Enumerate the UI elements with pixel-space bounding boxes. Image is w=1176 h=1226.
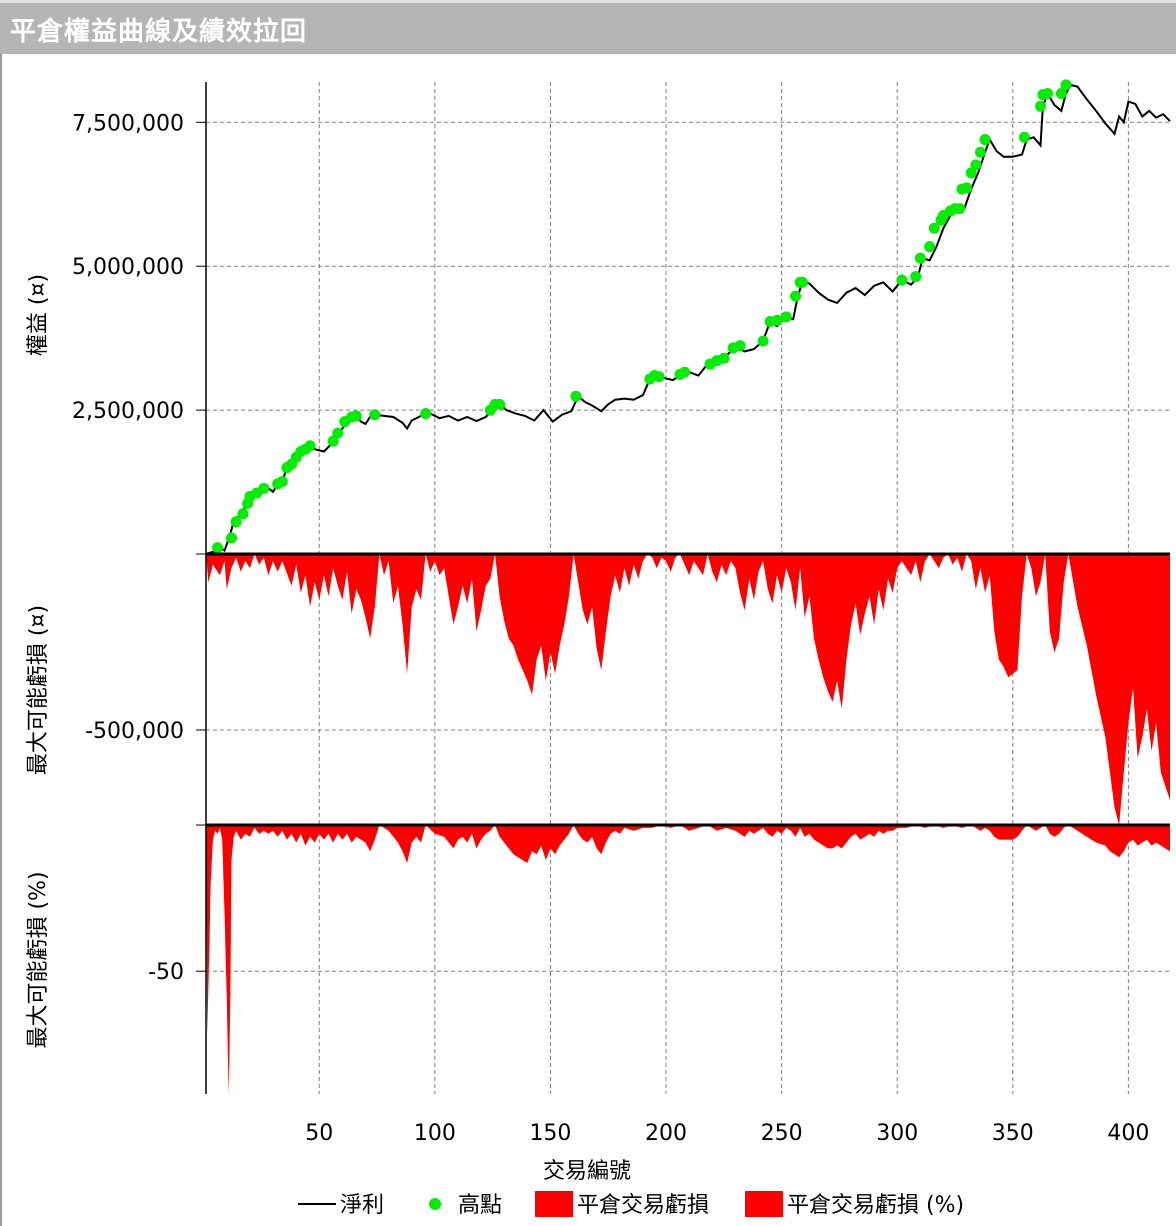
x-tick-label: 400 bbox=[1107, 1121, 1149, 1146]
high-point-marker bbox=[258, 482, 270, 494]
x-tick-label: 150 bbox=[529, 1121, 571, 1146]
legend-dot-swatch bbox=[429, 1198, 441, 1210]
high-point-marker bbox=[570, 390, 582, 402]
high-point-marker bbox=[1035, 100, 1047, 112]
high-point-marker bbox=[734, 340, 746, 352]
high-point-marker bbox=[924, 241, 936, 253]
drawdown-pct-area bbox=[206, 825, 1170, 1094]
high-point-marker bbox=[965, 167, 977, 179]
high-point-marker bbox=[225, 532, 237, 544]
legend-box-swatch bbox=[745, 1191, 783, 1217]
high-point-marker bbox=[780, 311, 792, 323]
window-left-border bbox=[0, 54, 2, 1226]
x-tick-label: 200 bbox=[645, 1121, 687, 1146]
x-tick-label: 50 bbox=[305, 1121, 333, 1146]
drawdown-abs-area bbox=[206, 554, 1170, 825]
high-point-marker bbox=[910, 271, 922, 283]
y-axis-label: 最大可能虧損 (%) bbox=[26, 871, 51, 1048]
high-point-marker bbox=[718, 352, 730, 364]
axis-layer bbox=[196, 82, 1170, 1094]
high-point-marker bbox=[1060, 79, 1072, 91]
high-point-marker bbox=[276, 475, 288, 487]
high-point-marker bbox=[757, 335, 769, 347]
high-point-marker bbox=[332, 427, 344, 439]
high-point-marker bbox=[796, 276, 808, 288]
high-point-marker bbox=[1018, 131, 1030, 143]
legend-label: 平倉交易虧損 bbox=[577, 1193, 709, 1218]
high-point-marker bbox=[961, 182, 973, 194]
high-point-marker bbox=[970, 159, 982, 171]
high-point-marker bbox=[974, 146, 986, 158]
title-bar: 平倉權益曲線及績效拉回 bbox=[0, 0, 1176, 54]
high-point-marker bbox=[1041, 88, 1053, 100]
high-point-marker bbox=[494, 398, 506, 410]
grid-layer bbox=[206, 82, 1170, 1094]
high-point-marker bbox=[896, 274, 908, 286]
x-tick-label: 250 bbox=[761, 1121, 803, 1146]
y-tick-label: -50 bbox=[148, 960, 184, 985]
high-point-marker bbox=[350, 410, 362, 422]
y-axis-label: 最大可能虧損 (¤) bbox=[26, 605, 51, 775]
high-point-marker bbox=[954, 203, 966, 215]
high-point-marker bbox=[1055, 88, 1067, 100]
net-profit-line bbox=[205, 83, 1171, 555]
legend-label: 平倉交易虧損 (%) bbox=[787, 1193, 964, 1218]
data-layer bbox=[205, 79, 1171, 1094]
high-point-marker bbox=[653, 371, 665, 383]
high-point-marker bbox=[327, 435, 339, 447]
x-tick-label: 350 bbox=[992, 1121, 1034, 1146]
chart-legend: 淨利 高點 平倉交易虧損 平倉交易虧損 (%) bbox=[298, 1191, 964, 1218]
y-tick-label: 2,500,000 bbox=[72, 399, 184, 424]
legend-label: 高點 bbox=[458, 1193, 502, 1218]
high-point-marker bbox=[212, 542, 224, 554]
legend-box-swatch bbox=[535, 1191, 573, 1217]
y-tick-label: 7,500,000 bbox=[72, 111, 184, 136]
label-layer: 2,500,000 5,000,000 7,500,000 權益 (¤) -500,00… bbox=[26, 111, 1149, 1184]
high-point-marker bbox=[679, 366, 691, 378]
y-tick-label: 5,000,000 bbox=[72, 255, 184, 280]
high-point-marker bbox=[771, 314, 783, 326]
y-axis-label: 權益 (¤) bbox=[26, 274, 51, 356]
high-point-marker bbox=[420, 408, 432, 420]
high-point-marker bbox=[914, 252, 926, 264]
x-tick-label: 100 bbox=[414, 1121, 456, 1146]
high-point-marker bbox=[304, 440, 316, 452]
y-tick-label: -500,000 bbox=[85, 719, 184, 744]
x-tick-label: 300 bbox=[876, 1121, 918, 1146]
high-point-marker bbox=[237, 508, 249, 520]
high-point-marker bbox=[369, 409, 381, 421]
high-point-marker bbox=[230, 516, 242, 528]
high-point-marker bbox=[979, 134, 991, 146]
high-point-marker bbox=[928, 222, 940, 234]
legend-label: 淨利 bbox=[340, 1193, 384, 1218]
chart-window-title: 平倉權益曲線及績效拉回 bbox=[10, 17, 308, 47]
high-point-marker bbox=[789, 290, 801, 302]
x-axis-label: 交易編號 bbox=[543, 1159, 631, 1184]
